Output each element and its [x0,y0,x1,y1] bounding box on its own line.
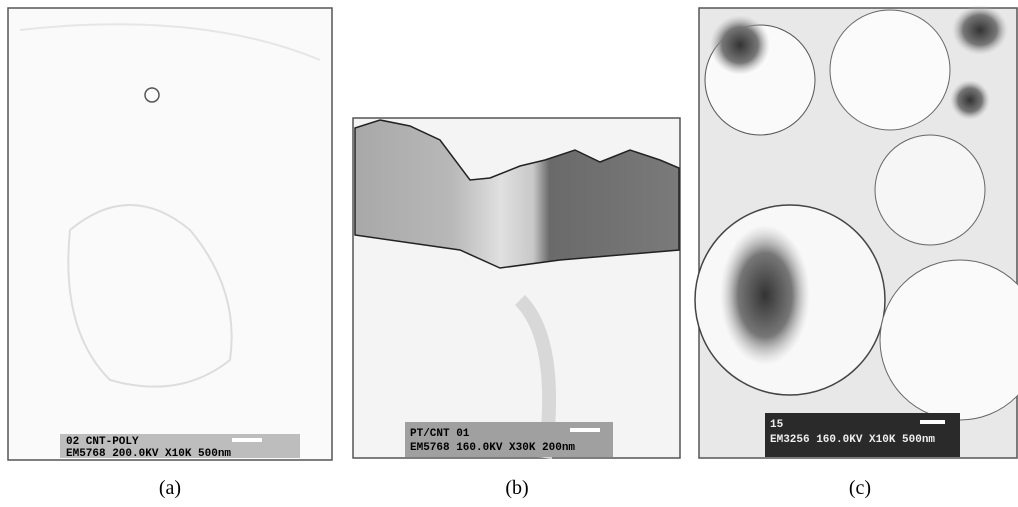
info-text: EM3256 160.0KV X10K 500nm [770,434,935,446]
image-frame [7,7,333,461]
info-text: EM5768 160.0KV X30K 200nm [410,442,575,454]
sphere [829,9,951,131]
panel-label: (b) [505,477,528,499]
sphere [874,134,986,246]
info-text: 02 CNT-POLY [66,436,139,448]
boundary [19,23,321,61]
panel-label: (a) [159,477,181,499]
dark-region [950,80,990,120]
particle [144,87,160,103]
scale-bar [232,438,262,442]
info-text: EM5768 200.0KV X10K 500nm [66,448,231,460]
film [354,119,680,269]
panel-label: (c) [849,477,871,499]
dark-region [710,15,770,75]
boundary [67,204,233,388]
info-text: 15 [770,419,784,431]
scale-bar [570,428,600,432]
panel-b: PT/CNT 01 EM5768 160.0KV X30K 200nm [352,117,681,459]
info-text: PT/CNT 01 [410,428,470,440]
scale-bar [920,420,945,424]
panel-c: 15 EM3256 160.0KV X10K 500nm [694,5,1018,459]
dark-region [720,225,810,365]
dark-region [952,5,1008,55]
info-bar [405,422,613,457]
panel-a: 02 CNT-POLY EM5768 200.0KV X10K 500nm [7,7,333,461]
